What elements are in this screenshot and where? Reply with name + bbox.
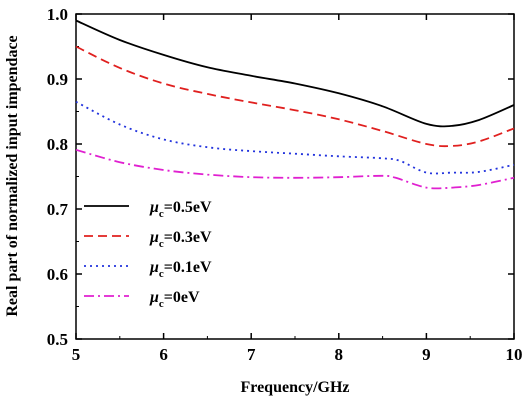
series-lines xyxy=(75,19,515,190)
y-tick-label: 0.5 xyxy=(47,330,68,349)
x-tick-label: 8 xyxy=(335,345,344,364)
legend-label-3: μc=0eV xyxy=(149,289,200,310)
series-line-3 xyxy=(75,148,515,190)
axis-ticks: 5 6 7 8 9 10 0.5 0.6 0.7 0.8 0.9 1.0 xyxy=(47,5,523,364)
legend-label-2: μc=0.1eV xyxy=(149,259,212,280)
series-line-0 xyxy=(75,19,515,128)
y-tick-label: 0.6 xyxy=(47,265,68,284)
y-axis-title: Real part of normalized input impendace xyxy=(4,35,21,316)
x-tick-label: 10 xyxy=(506,345,523,364)
x-tick-label: 7 xyxy=(247,345,256,364)
series-line-2 xyxy=(75,100,515,175)
x-tick-label: 9 xyxy=(422,345,431,364)
y-tick-label: 1.0 xyxy=(47,5,68,24)
y-tick-label: 0.7 xyxy=(47,200,69,219)
legend-label-0: μc=0.5eV xyxy=(149,199,212,220)
legend: μc=0.5eV μc=0.3eV μc=0.1eV μc=0eV xyxy=(84,199,212,310)
plot-area xyxy=(75,13,515,340)
y-tick-label: 0.8 xyxy=(47,135,68,154)
x-axis-title: Frequency/GHz xyxy=(240,379,349,396)
x-tick-label: 5 xyxy=(72,345,81,364)
x-tick-label: 6 xyxy=(159,345,168,364)
series-line-1 xyxy=(75,45,515,148)
legend-label-1: μc=0.3eV xyxy=(149,229,212,250)
y-tick-label: 0.9 xyxy=(47,70,68,89)
